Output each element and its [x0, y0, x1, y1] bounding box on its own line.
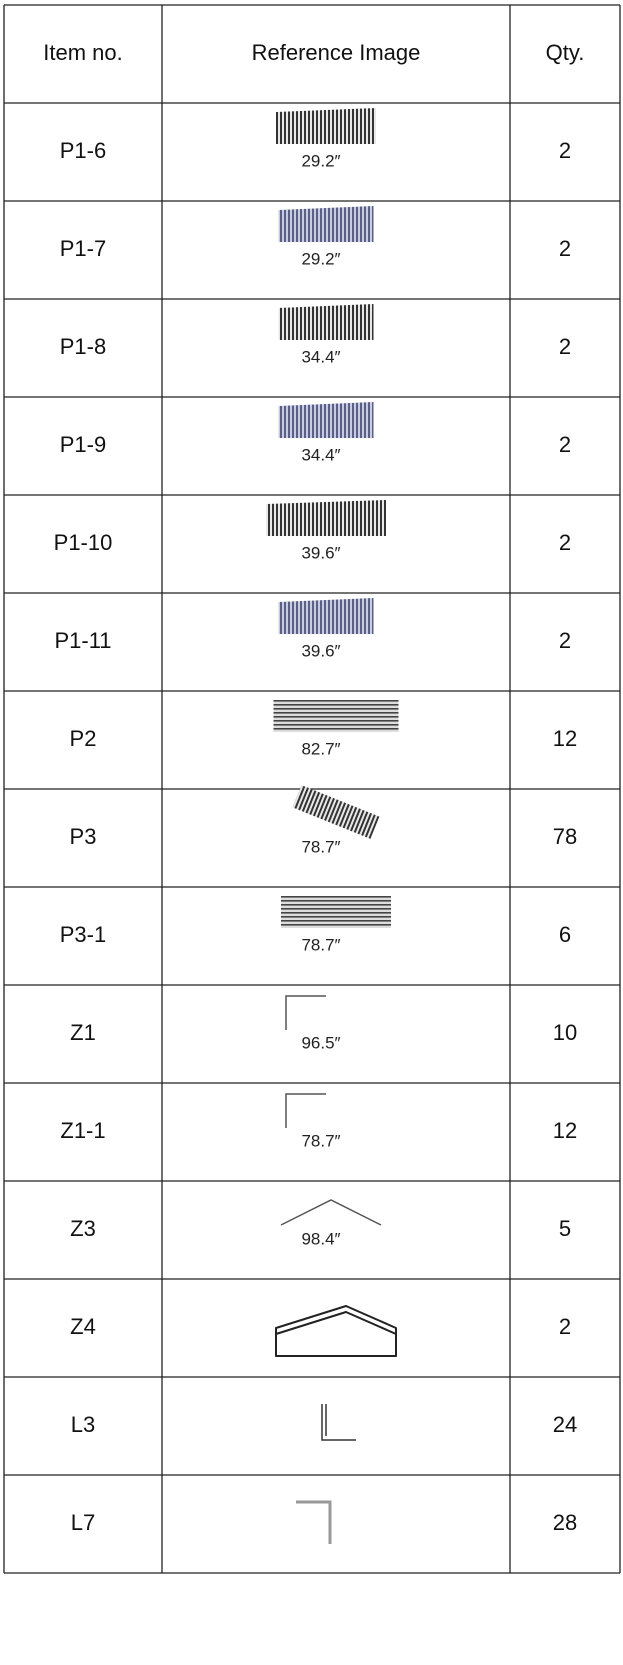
part-shape [279, 598, 374, 634]
reference-image [286, 996, 326, 1030]
length-label: 96.5″ [301, 1033, 340, 1052]
part-shape [279, 402, 374, 438]
header-cell: Qty. [546, 40, 585, 65]
reference-image [279, 206, 374, 242]
length-label: 78.7″ [301, 837, 340, 856]
quantity: 12 [553, 726, 577, 751]
reference-image [279, 598, 374, 634]
item-number: L7 [71, 1510, 95, 1535]
length-label: 39.6″ [301, 543, 340, 562]
item-number: Z1-1 [60, 1118, 105, 1143]
quantity: 2 [559, 432, 571, 457]
quantity: 28 [553, 1510, 577, 1535]
parts-table: Item no. Reference Image Qty. P1-6 2 29.2″ P1-… [0, 0, 623, 1665]
reference-image [293, 785, 380, 839]
quantity: 12 [553, 1118, 577, 1143]
reference-image [279, 402, 374, 438]
part-shape [286, 1094, 326, 1128]
reference-image [322, 1404, 356, 1440]
length-label: 98.4″ [301, 1229, 340, 1248]
item-number: Z1 [70, 1020, 96, 1045]
item-number: L3 [71, 1412, 95, 1437]
quantity: 2 [559, 530, 571, 555]
item-number: Z4 [70, 1314, 96, 1339]
reference-image [279, 304, 374, 340]
reference-image [281, 1200, 381, 1225]
part-shape [286, 996, 326, 1030]
reference-image [296, 1502, 330, 1544]
part-shape [281, 1200, 381, 1225]
reference-image [286, 1094, 326, 1128]
item-number: P2 [70, 726, 97, 751]
length-label: 78.7″ [301, 1131, 340, 1150]
item-number: P1-8 [60, 334, 106, 359]
reference-image [274, 700, 399, 732]
quantity: 6 [559, 922, 571, 947]
item-number: Z3 [70, 1216, 96, 1241]
quantity: 78 [553, 824, 577, 849]
part-shape [276, 108, 376, 144]
reference-image [276, 108, 376, 144]
item-number: P1-9 [60, 432, 106, 457]
header-cell: Item no. [43, 40, 122, 65]
quantity: 2 [559, 236, 571, 261]
part-shape [296, 1502, 330, 1544]
length-label: 34.4″ [301, 347, 340, 366]
part-shape [281, 896, 391, 928]
length-label: 78.7″ [301, 935, 340, 954]
header-cell: Reference Image [252, 40, 421, 65]
item-number: P3-1 [60, 922, 106, 947]
reference-image [276, 1306, 396, 1356]
length-label: 29.2″ [301, 249, 340, 268]
item-number: P3 [70, 824, 97, 849]
item-number: P1-11 [54, 628, 111, 653]
part-shape [274, 700, 399, 732]
item-number: P1-10 [54, 530, 113, 555]
quantity: 24 [553, 1412, 577, 1437]
quantity: 10 [553, 1020, 577, 1045]
part-shape [279, 206, 374, 242]
quantity: 5 [559, 1216, 571, 1241]
length-label: 82.7″ [301, 739, 340, 758]
part-shape [266, 500, 386, 536]
part-shape [293, 785, 380, 839]
quantity: 2 [559, 628, 571, 653]
item-number: P1-6 [60, 138, 106, 163]
length-label: 29.2″ [301, 151, 340, 170]
quantity: 2 [559, 138, 571, 163]
quantity: 2 [559, 1314, 571, 1339]
part-shape [276, 1306, 396, 1356]
part-shape [322, 1404, 356, 1440]
length-label: 39.6″ [301, 641, 340, 660]
reference-image [266, 500, 386, 536]
length-label: 34.4″ [301, 445, 340, 464]
part-shape [279, 304, 374, 340]
reference-image [281, 896, 391, 928]
page: {"table": { "header": ["Item no.", "Refe… [0, 0, 623, 1665]
item-number: P1-7 [60, 236, 106, 261]
quantity: 2 [559, 334, 571, 359]
